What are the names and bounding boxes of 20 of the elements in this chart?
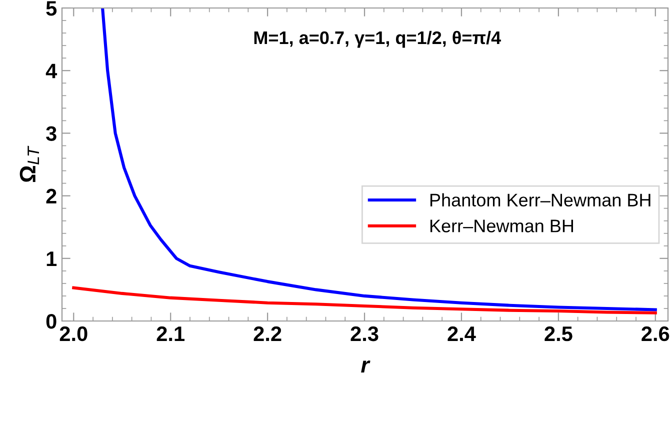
legend-label: Kerr–Newman BH — [430, 220, 574, 232]
x-tick-label: 2.6 — [642, 326, 670, 342]
x-tick-label: 2.4 — [448, 326, 476, 341]
y-tick-label: 4 — [46, 64, 58, 78]
legend-label: Phantom Kerr–Newman BH — [430, 193, 650, 206]
y-axis-title: Ω$_{LT}$ — [20, 146, 39, 182]
x-tick-label: 2.0 — [60, 326, 88, 342]
x-tick-label: 2.3 — [350, 326, 378, 342]
y-tick-label: 2 — [46, 188, 56, 204]
x-tick-label: 2.2 — [254, 326, 282, 341]
annotation: M=1, a=0.7, γ=1, q=1/2, θ=π/4 — [254, 30, 501, 48]
y-tick-label: 0 — [46, 314, 56, 329]
line-series — [101, 8, 657, 312]
x-tick-label: 2.5 — [544, 326, 572, 342]
line-series — [72, 286, 657, 314]
y-tick-label: 5 — [46, 1, 57, 16]
x-tick-label: 2.1 — [156, 326, 184, 341]
y-tick-label: 1 — [46, 252, 57, 266]
x-axis-title: r — [361, 360, 370, 372]
y-tick-label: 3 — [46, 126, 56, 141]
